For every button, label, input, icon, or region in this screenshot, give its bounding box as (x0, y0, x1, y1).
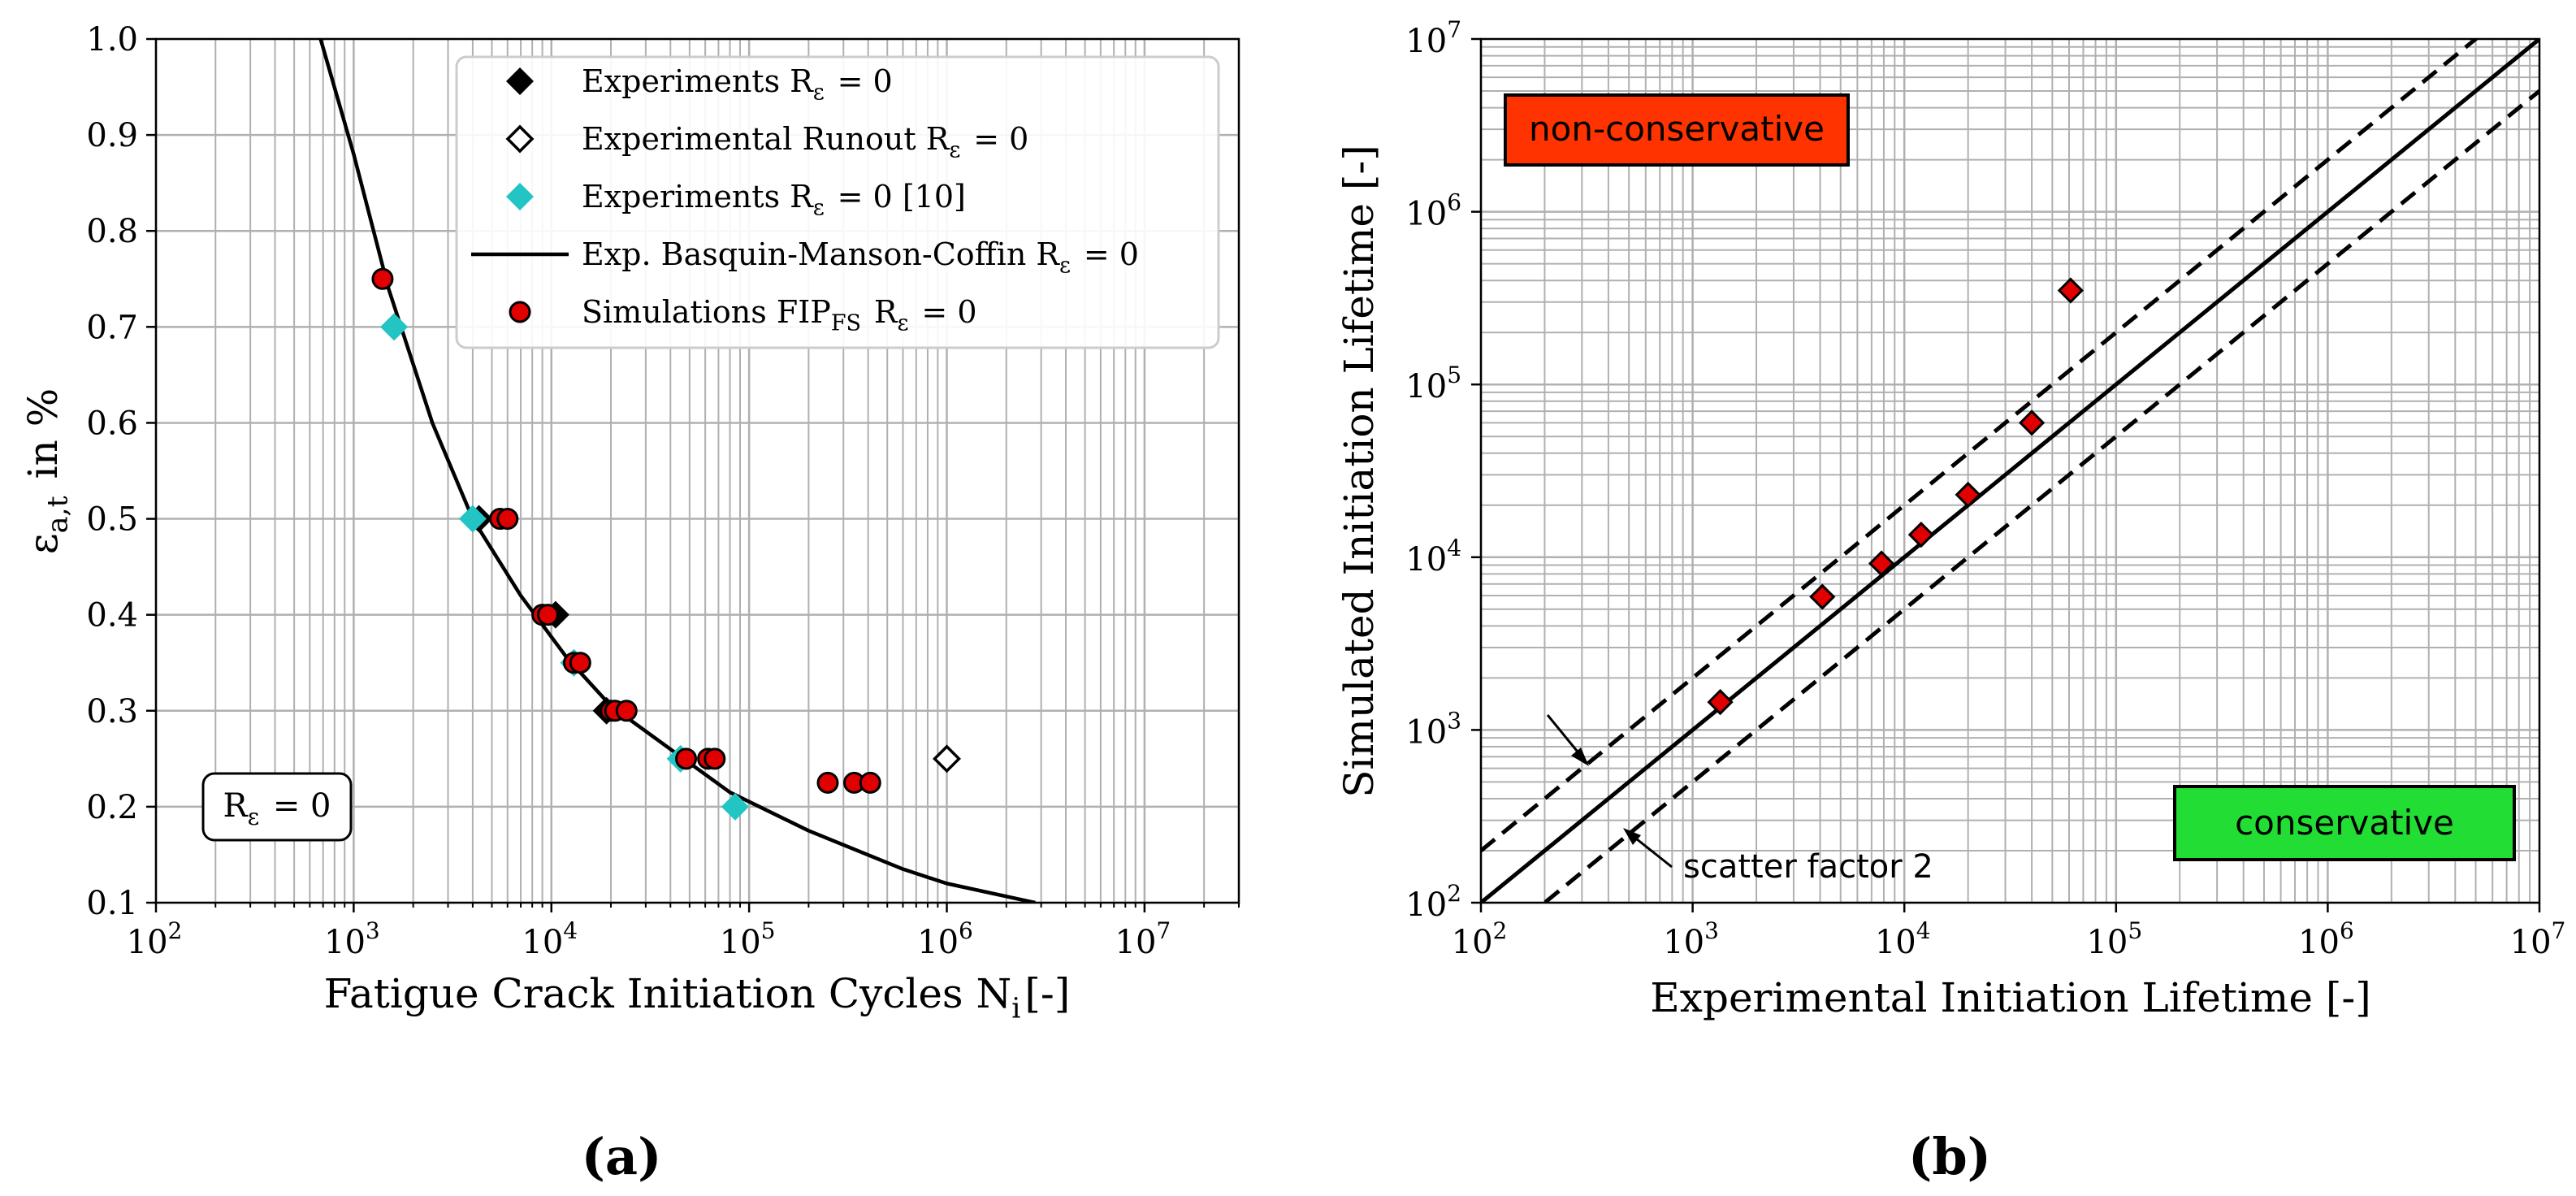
non-conservative-box: non-conservative (1504, 93, 1850, 167)
r-epsilon-annotation: Rε = 0 (201, 772, 353, 842)
legend-entry: Experimental Runout Rε = 0 (505, 121, 1028, 163)
y-tick-label-a: 0.5 (86, 501, 138, 539)
basquin-manson-coffin-curve (318, 39, 1036, 903)
experiment-ref-point (721, 792, 749, 821)
legend-symbol (509, 301, 531, 323)
experiment-ref-point (458, 505, 487, 533)
x-tick-label-a: 106 (917, 917, 976, 961)
x-axis-label-a: Fatigue Crack Initiation Cycles Ni [-] (324, 970, 1071, 1025)
x-tick-label-a: 102 (127, 917, 186, 961)
scatter-factor-annotation: scatter factor 2 (1546, 714, 1933, 886)
legend-label: Experiments Rε = 0 (582, 63, 893, 106)
svg-text:conservative: conservative (2235, 803, 2454, 843)
lifetime-point (2057, 277, 2084, 304)
y-tick-label-b: 106 (1405, 189, 1465, 233)
lifetime-point (1955, 481, 1981, 509)
y-tick-label-a: 0.4 (86, 597, 138, 635)
simulation-point (569, 652, 591, 674)
y-ticks-a: 0.1 0.2 0.3 0.4 0.5 0.6 0.7 0.8 0.9 1.0 (86, 21, 156, 922)
conservative-box: conservative (2173, 785, 2516, 861)
x-tick-label-b: 106 (2298, 917, 2357, 961)
legend-label: Simulations FIPFS Rε = 0 (582, 294, 977, 336)
svg-text:scatter factor 2: scatter factor 2 (1683, 848, 1933, 886)
legend-label: Exp. Basquin-Manson-Coffin Rε = 0 (582, 236, 1139, 279)
x-tick-label-b: 107 (2510, 917, 2570, 961)
simulation-point (615, 700, 638, 722)
x-tick-label-b: 104 (1875, 917, 1934, 961)
legend-box-a (455, 55, 1220, 349)
x-tick-label-a: 107 (1115, 917, 1175, 961)
simulation-point (675, 748, 698, 770)
scatter-band-line (1541, 89, 2539, 903)
y-tick-label-b: 103 (1405, 707, 1465, 751)
simulation-point (371, 267, 394, 290)
legend-symbol (505, 124, 535, 154)
svg-text:Rε = 0: Rε = 0 (223, 787, 331, 830)
panel-label-b: (b) (1908, 1127, 1991, 1186)
legend-entry: Experiments Rε = 0 [10] (506, 179, 966, 221)
y-axis-label-a: εa,t in % (19, 388, 75, 554)
runout-point (933, 744, 961, 774)
plot-area-b (1481, 39, 2539, 903)
y-tick-label-b: 102 (1405, 880, 1465, 924)
x-tick-label-a: 104 (522, 917, 581, 961)
svg-text:non-conservative: non-conservative (1529, 109, 1825, 149)
simulation-point (536, 604, 559, 626)
y-tick-label-b: 104 (1405, 535, 1465, 578)
lifetime-point (1707, 688, 1734, 716)
y-axis-label-b: Simulated Initiation Lifetime [-] (1336, 145, 1383, 798)
legend-entry: Experiments Rε = 0 (506, 63, 893, 106)
x-ticks-a: 102 103 104 105 106 107 (127, 903, 1240, 961)
lifetime-point (1809, 583, 1836, 610)
chart-b: 102 103 104 105 106 107 102 103 104 105 … (1336, 16, 2570, 1186)
x-ticks-b: 102 103 104 105 106 107 (1452, 903, 2570, 961)
y-tick-label-a: 0.6 (86, 405, 138, 442)
legend-entry: Simulations FIPFS Rε = 0 (509, 294, 977, 336)
y-tick-label-b: 107 (1405, 16, 1465, 60)
legend-a: Experiments Rε = 0 Experimental Runout Rε… (455, 55, 1220, 349)
x-tick-label-b: 105 (2086, 917, 2145, 961)
x-axis-label-b: Experimental Initiation Lifetime [-] (1650, 974, 2370, 1021)
y-tick-label-a: 0.7 (86, 309, 138, 346)
y-tick-label-a: 0.2 (86, 789, 138, 826)
legend-label: Experiments Rε = 0 [10] (582, 179, 966, 221)
plot-frame-b (1479, 37, 2541, 904)
plot-area-a (318, 39, 1036, 903)
chart-a: 102 103 104 105 106 107 0.10.20.30.40.50… (19, 21, 1240, 1186)
legend-label: Experimental Runout Rε = 0 (582, 121, 1028, 163)
y-tick-label-a: 0.8 (86, 213, 138, 250)
y-tick-label-a: 0.9 (86, 117, 138, 154)
legend-symbol (506, 67, 534, 95)
experiment-ref-point (380, 313, 409, 341)
y-tick-label-a: 0.1 (86, 885, 138, 922)
y-ticks-b: 102 103 104 105 106 107 (1405, 16, 1481, 924)
lifetime-point (2018, 410, 2046, 436)
lifetime-point (1907, 521, 1934, 548)
simulation-point (816, 771, 839, 794)
legend-symbol (506, 183, 534, 210)
y-tick-label-a: 1.0 (86, 21, 138, 58)
unity-line (1481, 39, 2539, 903)
lifetime-point (1868, 550, 1895, 577)
y-tick-label-a: 0.3 (86, 693, 138, 730)
simulation-point (496, 508, 519, 531)
y-tick-label-b: 105 (1405, 362, 1465, 405)
simulation-point (704, 748, 726, 770)
x-tick-label-b: 103 (1663, 917, 1722, 961)
x-tick-label-a: 105 (720, 917, 779, 961)
legend-entry: Exp. Basquin-Manson-Coffin Rε = 0 (471, 236, 1139, 279)
x-tick-label-b: 102 (1452, 917, 1511, 961)
plot-frame-a (154, 37, 1240, 904)
simulation-point (859, 771, 881, 794)
panel-label-a: (a) (582, 1127, 662, 1186)
x-tick-label-a: 103 (324, 917, 383, 961)
scatter-band-line (1481, 39, 2479, 852)
